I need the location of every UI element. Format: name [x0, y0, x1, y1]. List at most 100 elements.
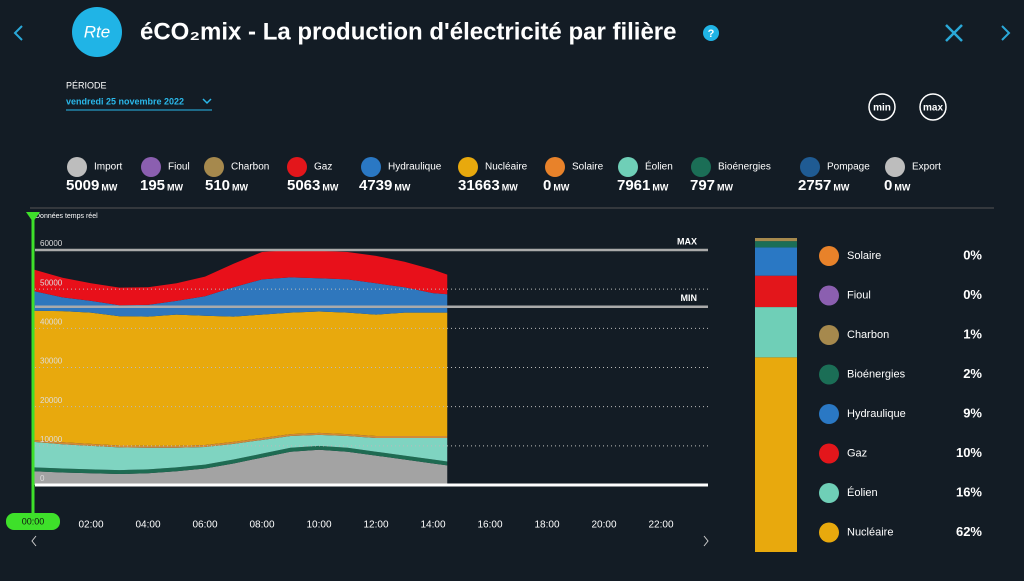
- x-tick-label: 20:00: [591, 520, 616, 531]
- y-tick-label: 20000: [40, 396, 63, 405]
- period-date[interactable]: vendredi 25 novembre 2022: [66, 96, 184, 106]
- title: éCO₂mix - La production d'électricité pa…: [140, 18, 677, 45]
- source-icon: [885, 157, 905, 177]
- source-value: 797: [690, 177, 715, 194]
- y-tick-label: 40000: [40, 317, 63, 326]
- help-button[interactable]: [703, 25, 719, 41]
- source-name: Charbon: [231, 162, 269, 173]
- share-value: 16%: [956, 484, 982, 499]
- cursor-label: 00:00: [22, 516, 45, 526]
- close-button[interactable]: [945, 24, 963, 42]
- chart-next[interactable]: [703, 535, 709, 547]
- share-segment: [755, 275, 797, 308]
- source-unit: MW: [101, 182, 117, 192]
- source-unit: MW: [322, 182, 338, 192]
- source-unit: MW: [167, 182, 183, 192]
- source-value: 195: [140, 177, 165, 194]
- max-text: max: [923, 103, 943, 114]
- source-unit: MW: [394, 182, 410, 192]
- source-value: 31663: [458, 177, 500, 194]
- period-label: PÉRIODE: [66, 80, 107, 90]
- share-segment: [755, 241, 797, 248]
- x-tick-label: 06:00: [192, 520, 217, 531]
- source-icon: [141, 157, 161, 177]
- chart-subtitle: Données temps réel: [35, 213, 98, 220]
- source-value: 5063: [287, 177, 320, 194]
- share-value: 0%: [963, 247, 982, 262]
- chart-prev[interactable]: [31, 535, 37, 547]
- back-chevron[interactable]: [13, 25, 23, 41]
- source-name: Export: [912, 162, 941, 173]
- x-tick-label: 12:00: [363, 520, 388, 531]
- share-value: 62%: [956, 524, 982, 539]
- logo-text: Rte: [84, 22, 110, 41]
- source-unit: MW: [894, 182, 910, 192]
- source-unit: MW: [232, 182, 248, 192]
- share-name: Nucléaire: [847, 526, 893, 538]
- source-value: 5009: [66, 177, 99, 194]
- next-chevron[interactable]: [1001, 25, 1011, 41]
- share-icon: [819, 522, 839, 543]
- source-value: 2757: [798, 177, 831, 194]
- source-value: 510: [205, 177, 230, 194]
- share-name: Gaz: [847, 447, 867, 459]
- share-icon: [819, 404, 839, 424]
- source-name: Hydraulique: [388, 162, 442, 173]
- source-unit: MW: [652, 182, 668, 192]
- reference-label: MAX: [677, 236, 697, 246]
- reference-label: MIN: [681, 293, 698, 303]
- source-icon: [458, 157, 478, 177]
- y-tick-label: 0: [40, 474, 45, 483]
- area: [34, 434, 448, 471]
- source-icon: [287, 157, 307, 177]
- source-name: Bioénergies: [718, 162, 771, 173]
- source-name: Éolien: [645, 160, 673, 173]
- x-tick-label: 14:00: [420, 520, 445, 531]
- source-name: Pompage: [827, 162, 870, 173]
- share-icon: [819, 364, 839, 385]
- share-name: Bioénergies: [847, 368, 906, 380]
- share-name: Fioul: [847, 289, 871, 301]
- source-icon: [67, 157, 87, 177]
- share-segment: [755, 247, 797, 276]
- max-button[interactable]: [919, 93, 947, 121]
- source-value: 0: [543, 177, 551, 194]
- source-icon: [800, 157, 820, 177]
- source-unit: MW: [502, 182, 518, 192]
- x-tick-label: 18:00: [534, 520, 559, 531]
- x-tick-label: 22:00: [648, 520, 673, 531]
- share-name: Éolien: [847, 486, 878, 499]
- cursor-pill[interactable]: [6, 513, 60, 530]
- x-tick-label: 08:00: [249, 520, 274, 531]
- source-unit: MW: [833, 182, 849, 192]
- area: [34, 310, 448, 446]
- min-text: min: [873, 103, 891, 114]
- source-value: 7961: [617, 177, 650, 194]
- period-dropdown[interactable]: [202, 98, 212, 105]
- source-value: 0: [884, 177, 892, 194]
- y-tick-label: 10000: [40, 435, 63, 444]
- share-segment: [755, 357, 797, 552]
- share-icon: [819, 325, 839, 345]
- x-tick-label: 04:00: [135, 520, 160, 531]
- source-icon: [204, 157, 224, 177]
- min-button[interactable]: [868, 93, 896, 121]
- share-icon: [819, 246, 839, 266]
- source-unit: MW: [553, 182, 569, 192]
- share-segment: [755, 307, 797, 358]
- share-value: 0%: [963, 287, 982, 302]
- share-name: Solaire: [847, 250, 881, 262]
- source-name: Fioul: [168, 162, 190, 173]
- source-unit: MW: [717, 182, 733, 192]
- source-icon: [361, 157, 381, 177]
- x-tick-label: 16:00: [477, 520, 502, 531]
- area: [34, 250, 448, 306]
- x-tick-label: 10:00: [306, 520, 331, 531]
- area: [34, 449, 448, 485]
- share-value: 10%: [956, 445, 982, 460]
- source-value: 4739: [359, 177, 392, 194]
- source-name: Nucléaire: [485, 162, 528, 173]
- share-icon: [819, 285, 839, 306]
